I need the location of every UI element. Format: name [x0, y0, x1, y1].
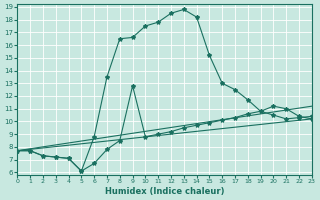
X-axis label: Humidex (Indice chaleur): Humidex (Indice chaleur)	[105, 187, 224, 196]
